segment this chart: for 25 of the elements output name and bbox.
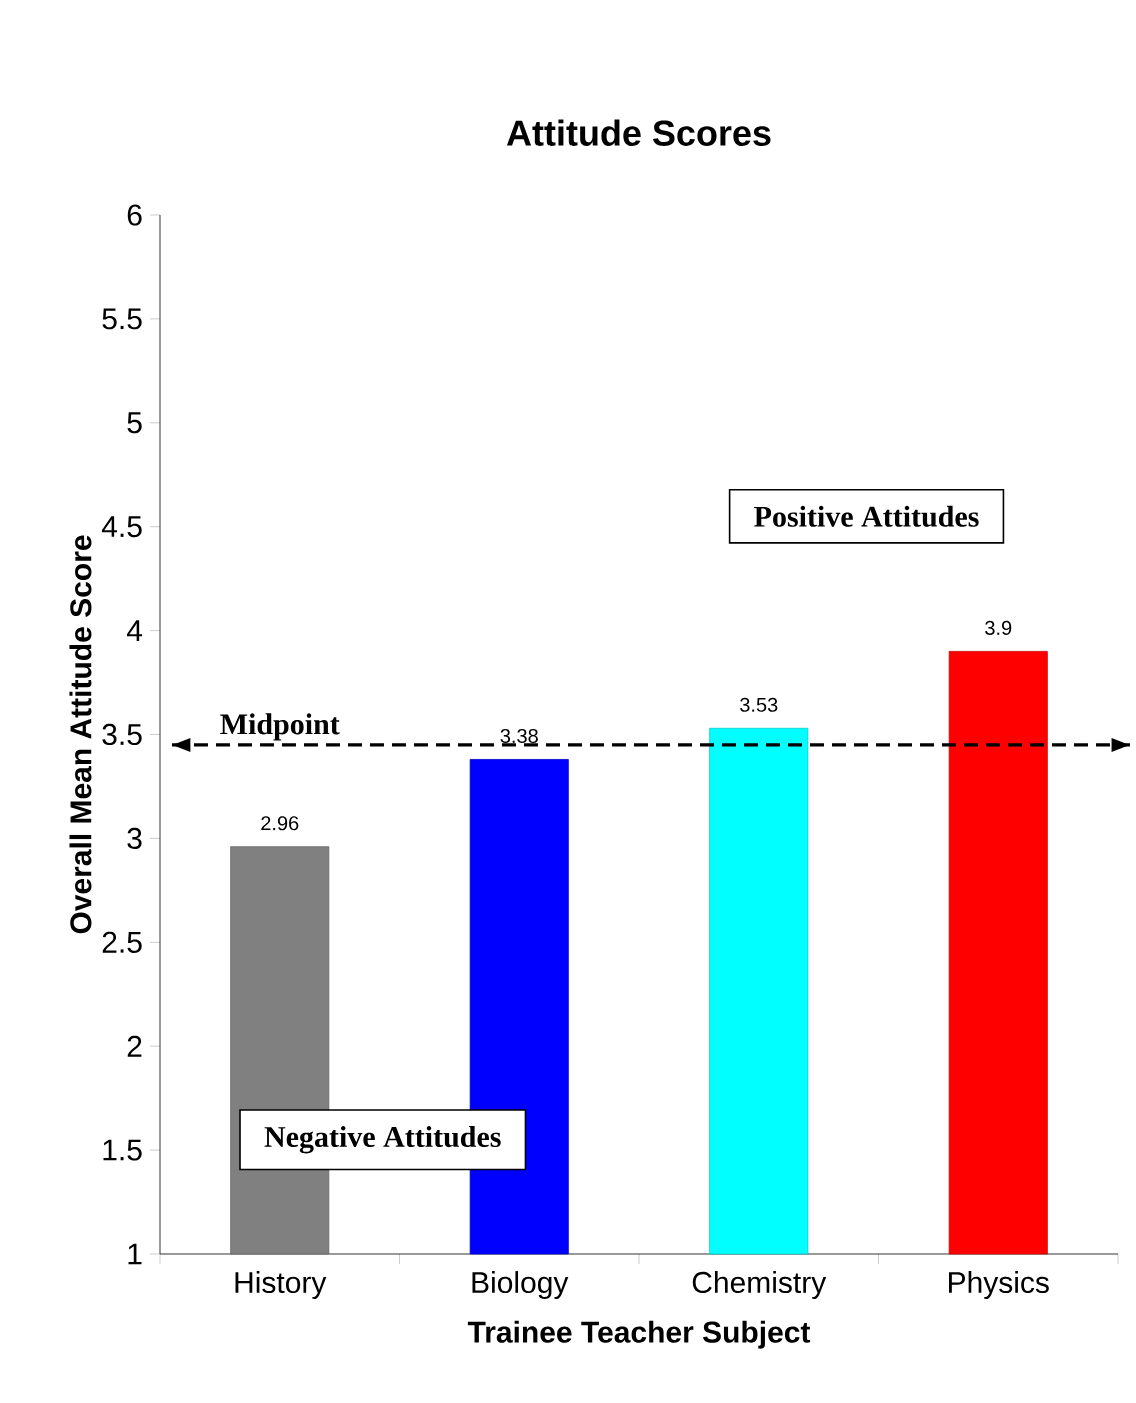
- x-axis-title: Trainee Teacher Subject: [467, 1320, 811, 1349]
- y-axis-title: Overall Mean Attitude Score: [69, 535, 92, 934]
- y-tick-label: 5: [127, 412, 142, 434]
- data-label: 3.9: [985, 620, 1012, 635]
- chart-title: Attitude Scores: [506, 119, 771, 146]
- y-tick-label: 3.5: [102, 723, 142, 746]
- data-label: 3.38: [500, 728, 538, 744]
- ref-line-label: Midpoint: [220, 713, 340, 741]
- x-tick-label: History: [235, 1271, 327, 1300]
- y-tick-label: 6: [127, 204, 142, 226]
- annotation: Positive Attitudes: [754, 505, 979, 527]
- y-tick-label: 4: [126, 620, 143, 641]
- y-tick-label: 2: [127, 1035, 142, 1057]
- y-tick-label: 5.5: [102, 308, 142, 330]
- y-tick-label: 4.5: [101, 516, 142, 538]
- y-tick-label: 1.5: [103, 1139, 142, 1161]
- data-label: 3.53: [740, 697, 778, 712]
- data-label: 2.96: [261, 816, 299, 831]
- x-tick-label: Physics: [949, 1271, 1049, 1300]
- x-tick-label: Biology: [472, 1271, 569, 1300]
- x-tick-label: Chemistry: [692, 1271, 827, 1300]
- y-tick-label: 1: [128, 1243, 142, 1265]
- y-tick-label: 3: [127, 827, 142, 850]
- y-tick-label: 2.5: [102, 931, 142, 953]
- annotation: Negative Attitudes: [264, 1126, 501, 1154]
